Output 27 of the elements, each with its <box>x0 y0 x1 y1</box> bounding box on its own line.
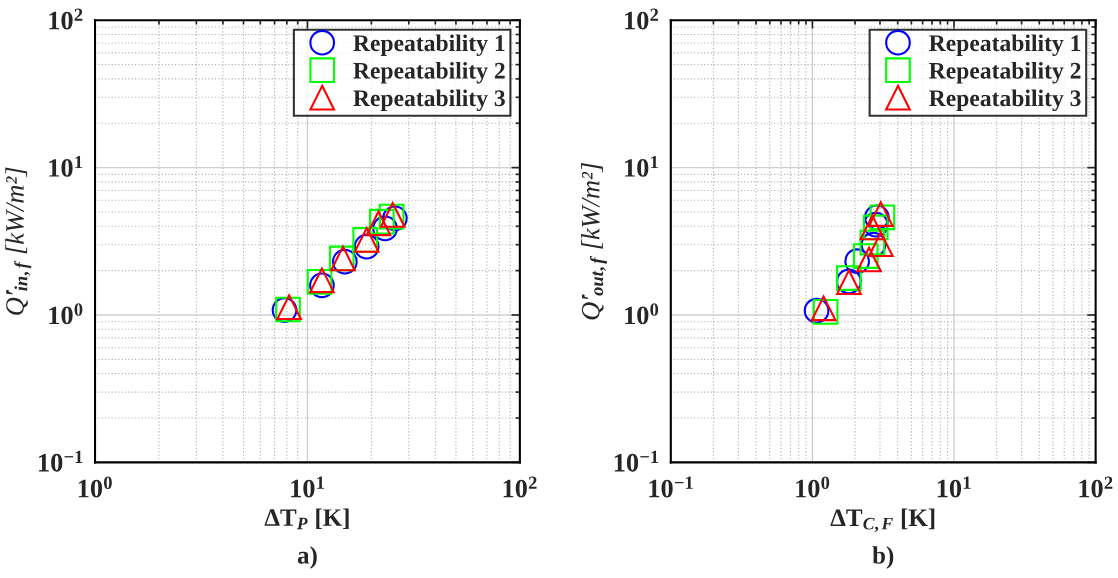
x-tick-label: 10$^{2}$ <box>1079 476 1113 498</box>
y-tick-label: 10$^{1}$ <box>49 155 83 177</box>
legend-label: Repeatability 1 <box>929 34 1081 57</box>
y-tick-label: 10$^{0}$ <box>625 303 659 325</box>
y-tick-label: 10$^{2}$ <box>625 8 659 30</box>
y-tick-label: 10$^{1}$ <box>625 155 658 177</box>
legend-label: Repeatability 2 <box>929 62 1081 84</box>
y-axis-title: Q̇′$_{out,f}$ [kW/m²] <box>581 163 607 320</box>
x-tick-label: 10$^{0}$ <box>796 476 830 498</box>
text: a) <box>297 546 317 569</box>
legend-label: Repeatability 2 <box>353 62 505 84</box>
y-tick-label: 10$^{−1}$ <box>614 450 659 472</box>
x-tick-label: 10$^{1}$ <box>937 476 971 498</box>
y-tick-label: 10$^{0}$ <box>49 303 83 325</box>
x-axis-title: ΔT$_{P}$ [K] <box>264 508 349 530</box>
y-axis-title: Q̇′$_{in,f}$ [kW/m²] <box>5 167 32 315</box>
x-tick-label: 10$^{1}$ <box>291 476 324 498</box>
legend-label: Repeatability 1 <box>353 34 505 57</box>
x-tick-label: 10$^{−1}$ <box>649 476 693 498</box>
x-axis-title: ΔT$_{C,F}$ [K] <box>830 508 935 533</box>
x-tick-label: 10$^{0}$ <box>78 476 112 498</box>
legend-label: Repeatability 3 <box>929 89 1081 112</box>
x-tick-label: 10$^{2}$ <box>503 476 537 498</box>
y-tick-label: 10$^{−1}$ <box>39 450 83 472</box>
legend-label: Repeatability 3 <box>353 89 505 112</box>
y-tick-label: 10$^{2}$ <box>49 8 83 30</box>
text: b) <box>872 546 894 569</box>
